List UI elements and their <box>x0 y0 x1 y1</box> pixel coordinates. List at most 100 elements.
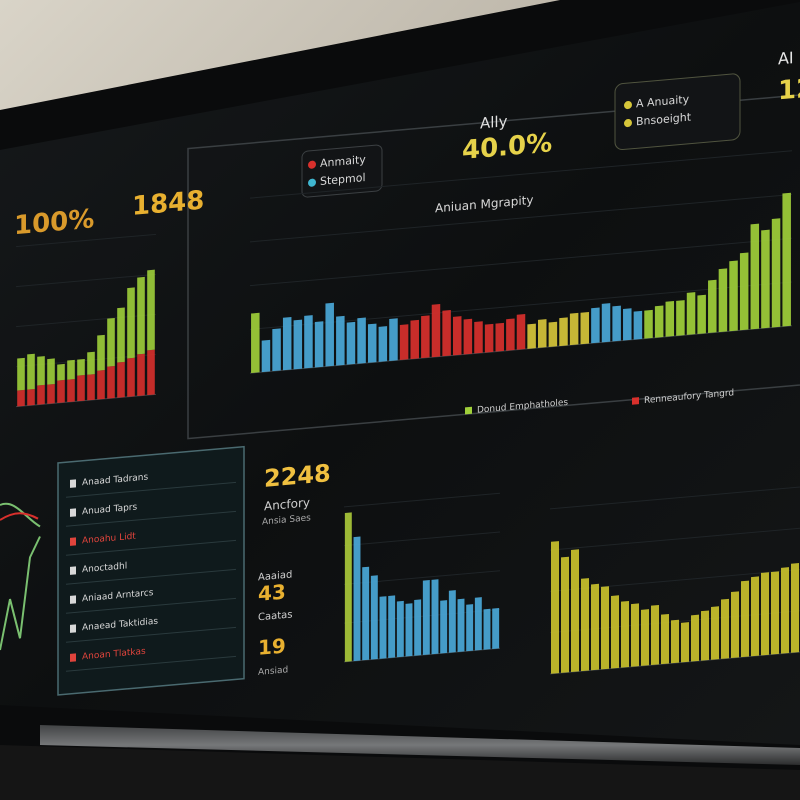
legend-dot <box>308 178 316 187</box>
list-panel <box>57 445 245 696</box>
bar <box>654 305 664 338</box>
bar <box>701 610 709 661</box>
bar <box>457 598 465 652</box>
bar <box>492 608 500 649</box>
bar-segment <box>37 356 45 386</box>
bar-segment <box>47 384 55 404</box>
gridline-decor <box>344 492 500 508</box>
bar <box>644 309 653 339</box>
kpi-sublabel: Ansiad <box>258 665 288 678</box>
row-divider <box>66 510 236 527</box>
bar <box>591 307 600 344</box>
bar <box>304 315 313 369</box>
bar <box>671 619 679 664</box>
row-divider <box>66 626 236 643</box>
bar <box>527 323 536 349</box>
bar <box>325 302 334 367</box>
bar <box>761 572 769 656</box>
bar <box>559 317 568 347</box>
kpi-value: 1848 <box>132 186 204 222</box>
bar <box>631 603 639 667</box>
gridline-decor <box>550 486 800 510</box>
legend-swatch <box>465 406 472 415</box>
bar <box>421 315 430 359</box>
bar-segment <box>137 276 145 355</box>
bar <box>357 317 366 364</box>
kpi-value: 19 <box>258 634 286 660</box>
row-bullet <box>70 537 76 546</box>
bar-segment <box>77 374 85 402</box>
row-bullet <box>70 479 76 488</box>
bar <box>686 292 696 335</box>
bar <box>591 583 599 671</box>
bar-segment <box>127 287 135 359</box>
gridline-decor <box>250 193 792 243</box>
bar <box>378 326 388 362</box>
bar <box>336 315 345 366</box>
bar-segment <box>67 359 75 380</box>
bar <box>410 319 419 360</box>
legend-dot <box>624 101 632 110</box>
bar <box>781 567 789 654</box>
bar <box>623 308 632 341</box>
bar <box>569 312 579 346</box>
bar <box>751 576 759 657</box>
metal-strip <box>40 725 800 765</box>
bar <box>601 586 609 670</box>
bar <box>782 192 791 327</box>
row-bullet <box>70 595 76 604</box>
bar <box>362 566 370 661</box>
bar <box>452 316 462 356</box>
row-bullet <box>70 624 76 633</box>
gridline-decor <box>250 150 792 199</box>
bar <box>691 614 699 662</box>
legend-text: Anmaity <box>320 153 366 170</box>
gridline-decor <box>550 527 800 551</box>
bar <box>474 597 482 651</box>
bar-segment <box>137 353 145 396</box>
bar <box>261 339 271 373</box>
bar-segment <box>67 379 75 403</box>
bar <box>463 318 473 355</box>
bar <box>474 321 483 354</box>
bar <box>448 590 456 653</box>
bar-segment <box>17 357 25 391</box>
kpi-label: Caatas <box>258 609 292 623</box>
legend-dot <box>308 160 316 169</box>
bar <box>611 595 619 669</box>
bar <box>750 223 760 330</box>
kpi-value: 2248 <box>264 459 331 493</box>
bar <box>651 604 659 666</box>
gridline-decor <box>344 531 500 547</box>
bar <box>379 596 387 659</box>
bar <box>633 310 643 340</box>
gridline-decor <box>16 273 156 288</box>
kpi-label: Aaaiad <box>258 569 292 583</box>
bar <box>506 318 515 351</box>
bar <box>739 252 749 331</box>
bar <box>346 321 356 365</box>
kpi-sublabel: Ansia Saes <box>262 513 311 527</box>
bar <box>581 578 589 672</box>
bar-segment <box>117 307 125 363</box>
bar <box>405 603 413 657</box>
gridline-decor <box>16 233 156 248</box>
bar <box>681 622 689 663</box>
bar-segment <box>57 363 65 381</box>
bar <box>538 319 547 348</box>
bar <box>641 609 649 666</box>
bar-segment <box>77 358 85 376</box>
bar <box>665 301 675 337</box>
bar <box>580 311 590 345</box>
bar <box>483 608 491 650</box>
bar <box>731 591 739 659</box>
bar <box>571 549 579 673</box>
bar-segment <box>107 317 115 367</box>
bar-segment <box>147 349 155 396</box>
side-chart-line <box>0 512 39 521</box>
bar-segment <box>47 358 55 385</box>
kpi-value: 100% <box>14 204 94 241</box>
row-divider <box>66 597 236 614</box>
bar <box>396 600 404 658</box>
bar-segment <box>97 334 105 371</box>
